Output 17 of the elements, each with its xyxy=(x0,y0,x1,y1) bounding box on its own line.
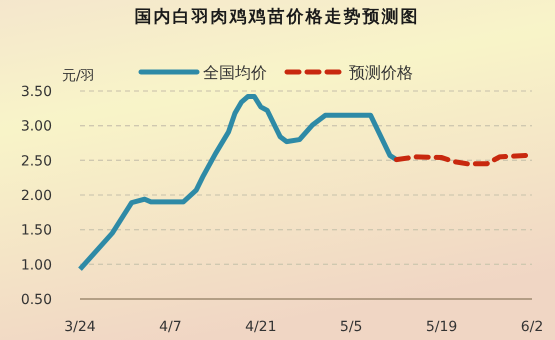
legend-label: 预测价格 xyxy=(349,63,413,82)
y-tick-label: 3.00 xyxy=(20,118,52,135)
x-tick-label: 5/19 xyxy=(426,319,458,335)
y-tick-label: 0.50 xyxy=(20,292,52,308)
x-tick-label: 4/21 xyxy=(245,319,277,335)
y-tick-label: 1.00 xyxy=(20,257,52,274)
y-tick-label: 2.50 xyxy=(20,153,52,170)
y-tick-label: 1.50 xyxy=(20,222,52,239)
chart-title: 国内白羽肉鸡鸡苗价格走势预测图 xyxy=(134,7,420,27)
y-axis-title: 元/羽 xyxy=(62,68,95,84)
y-tick-label: 2.00 xyxy=(20,188,52,204)
x-tick-label: 3/24 xyxy=(64,319,96,335)
x-tick-label: 5/5 xyxy=(340,319,362,335)
legend-label: 全国均价 xyxy=(203,63,267,82)
y-tick-label: 3.50 xyxy=(20,84,52,100)
x-tick-label: 4/7 xyxy=(159,319,182,335)
x-tick-label: 6/2 xyxy=(520,319,544,335)
